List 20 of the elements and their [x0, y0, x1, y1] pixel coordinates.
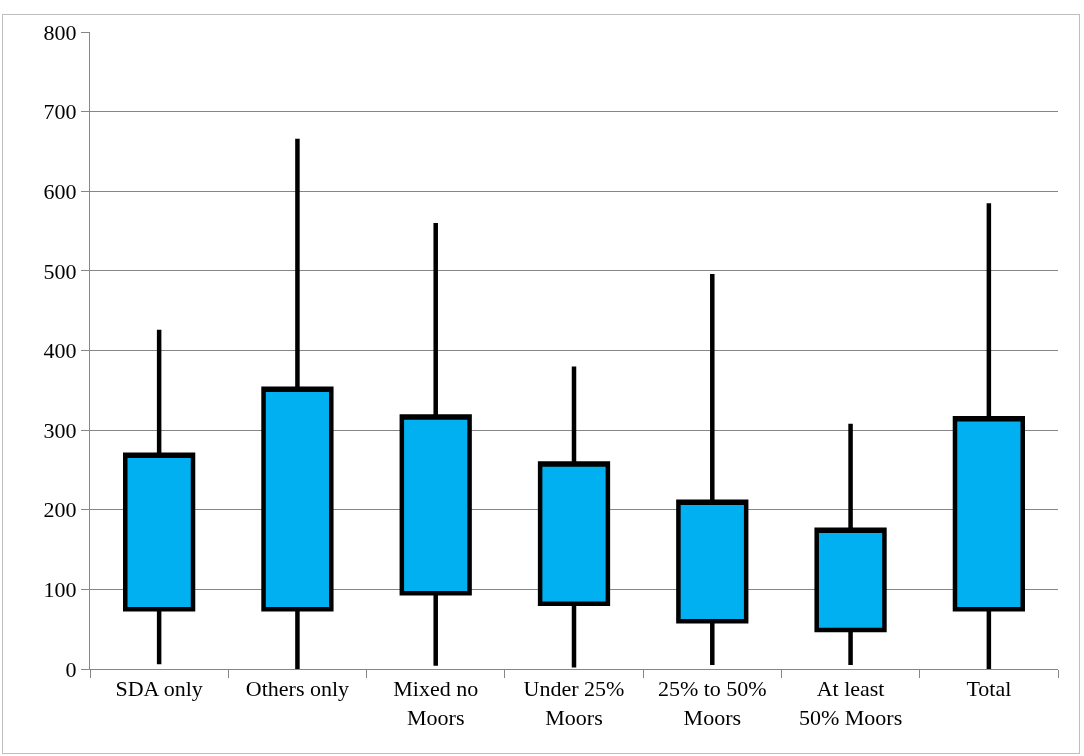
- y-tick-label: 700: [43, 99, 77, 125]
- candlestick: [814, 423, 887, 666]
- x-tick-label: Under 25% Moors: [523, 676, 625, 730]
- x-tick-label: 25% to 50% Moors: [657, 676, 767, 730]
- y-tick-label: 600: [43, 178, 77, 204]
- candlestick: [537, 366, 611, 668]
- y-tick-label: 400: [43, 338, 77, 364]
- y-tick-label: 500: [43, 258, 77, 284]
- y-tick-label: 800: [43, 19, 77, 45]
- x-tick-label: Others only: [245, 676, 350, 702]
- y-tick-label: 0: [65, 656, 77, 682]
- x-tick-label: Total: [966, 676, 1012, 702]
- candlestick: [123, 329, 196, 665]
- y-tick-label: 200: [43, 497, 77, 523]
- candlestick: [261, 138, 334, 669]
- x-tick-label: Mixed no Moors: [393, 676, 479, 730]
- x-tick-label: SDA only: [115, 676, 203, 702]
- y-tick-label: 300: [43, 417, 77, 443]
- x-tick-label: At least 50% Moors: [798, 676, 903, 730]
- y-tick-label: 100: [43, 577, 77, 603]
